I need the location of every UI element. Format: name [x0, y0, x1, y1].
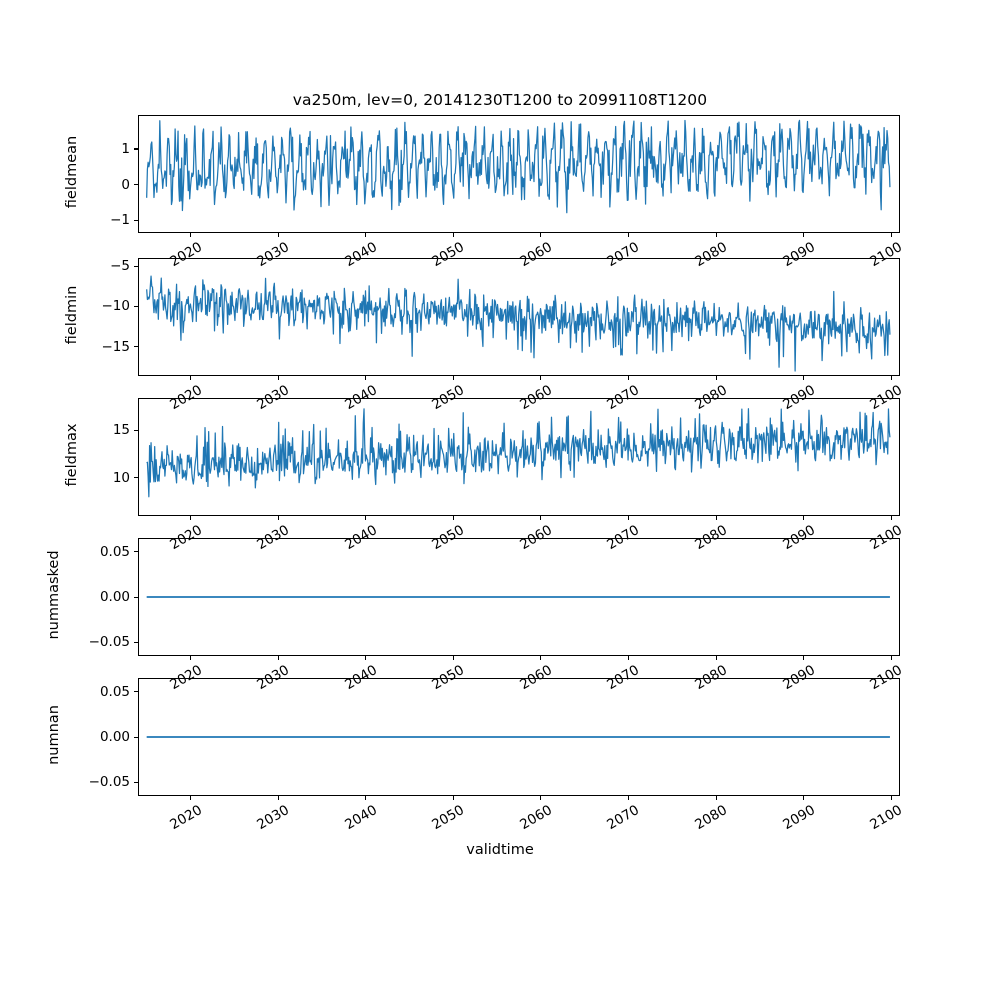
- y-axis-label-fieldmax: fieldmax: [64, 423, 80, 487]
- y-tick-label: −5: [110, 258, 130, 275]
- y-tick-mark: [134, 736, 138, 738]
- subplot-nummasked: −0.05 0.00 0.05 2020 2030 2040 2050 2060 2070 208…: [46, 538, 905, 693]
- x-tick-mark: [627, 516, 630, 520]
- y-tick-label: 0.00: [99, 729, 130, 745]
- y-tick-label: 0.05: [99, 683, 130, 700]
- y-tick-label: −1: [110, 212, 130, 229]
- subplot-fieldmean: −1 0 1 2020 2030 2040 2050 2060 2070 2080 2090 2100…: [64, 115, 905, 270]
- x-axis-label: validtime: [466, 842, 534, 858]
- axes-frame-fieldmean: [138, 115, 900, 233]
- y-tick-mark: [134, 596, 138, 598]
- x-tick-mark: [277, 796, 279, 800]
- x-tick-mark: [890, 233, 892, 237]
- series-fieldmin: [146, 275, 891, 372]
- x-tick-mark: [277, 656, 279, 660]
- x-tick-mark: [540, 796, 542, 800]
- x-tick-mark: [190, 233, 192, 237]
- y-tick-mark: [134, 219, 138, 222]
- y-tick-mark: [134, 346, 138, 348]
- x-tick-mark: [627, 656, 630, 660]
- x-tick-mark: [627, 376, 630, 380]
- x-tick-mark: [890, 376, 892, 380]
- x-tick-mark: [803, 796, 805, 800]
- x-tick-mark: [803, 656, 805, 660]
- x-tick-mark: [540, 233, 542, 237]
- y-tick-mark: [134, 641, 138, 643]
- y-tick-mark: [134, 781, 138, 783]
- y-tick-mark: [134, 184, 138, 186]
- axes-frame-numnan: [138, 678, 900, 796]
- x-tick-mark: [365, 796, 367, 800]
- x-tick-mark: [540, 656, 542, 660]
- x-tick-mark: [277, 516, 279, 520]
- x-tick-mark: [803, 233, 805, 237]
- y-tick-mark: [134, 691, 138, 693]
- y-tick-label: −0.05: [88, 634, 130, 651]
- data-line: [146, 275, 891, 372]
- x-tick-mark: [365, 516, 367, 520]
- x-tick-mark: [540, 516, 542, 520]
- y-tick-label: 15: [112, 422, 130, 439]
- x-tick-mark: [190, 796, 192, 800]
- y-tick-label: 1: [121, 140, 130, 157]
- x-tick-mark: [715, 796, 717, 800]
- x-tick-mark: [540, 376, 542, 380]
- x-tick-mark: [715, 516, 717, 520]
- x-tick-mark: [365, 656, 367, 660]
- x-tick-mark: [715, 233, 717, 237]
- y-tick-mark: [134, 265, 138, 267]
- data-line: [146, 408, 891, 498]
- y-tick-label: −0.05: [88, 774, 130, 791]
- subplot-fieldmax: 10 15 2020 2030 2040 2050 2060 2070 2080 2090 2100…: [64, 398, 905, 553]
- y-tick-mark: [134, 148, 138, 150]
- x-tick-mark: [365, 376, 367, 380]
- series-nummasked: [146, 596, 891, 598]
- y-tick-mark: [134, 551, 138, 553]
- y-tick-label: −15: [101, 338, 131, 355]
- x-tick-mark: [627, 233, 630, 237]
- x-tick-mark: [715, 656, 717, 660]
- series-numnan: [146, 736, 891, 738]
- x-tick-mark: [803, 516, 805, 520]
- axes-frame-fieldmin: [138, 258, 900, 376]
- subplot-numnan: −0.05 0.00 0.05 2020 2030 2040 2050 2060 2070 208…: [46, 678, 905, 833]
- axes-frame-nummasked: [138, 538, 900, 656]
- x-tick-mark: [190, 376, 192, 380]
- y-tick-label: 10: [112, 469, 130, 486]
- subplot-fieldmin: −15 −10 −5 2020 2030 2040 2050 2060 2070 2080 2090…: [64, 258, 905, 413]
- y-tick-label: 0: [121, 176, 130, 193]
- y-axis-label-numnan: numnan: [46, 705, 62, 765]
- x-tick-mark: [190, 516, 192, 520]
- x-tick-mark: [452, 376, 454, 380]
- data-line: [146, 119, 891, 214]
- y-tick-mark: [134, 305, 138, 308]
- x-tick-mark: [277, 376, 279, 380]
- x-tick-mark: [452, 796, 454, 800]
- x-tick-mark: [890, 656, 892, 660]
- figure-title: va250m, lev=0, 20141230T1200 to 20991108…: [292, 91, 708, 109]
- x-tick-mark: [890, 796, 892, 800]
- y-tick-label: −10: [101, 298, 131, 315]
- y-tick-mark: [134, 477, 138, 479]
- x-tick-mark: [890, 516, 892, 520]
- series-fieldmax: [146, 408, 891, 498]
- x-tick-mark: [452, 656, 454, 660]
- x-tick-mark: [277, 233, 279, 237]
- x-tick-mark: [803, 376, 805, 380]
- y-tick-mark: [134, 429, 138, 431]
- series-fieldmean: [146, 119, 891, 214]
- y-tick-label: 0.05: [99, 543, 130, 560]
- x-tick-mark: [627, 796, 630, 800]
- y-tick-label: 0.00: [99, 589, 130, 605]
- x-tick-mark: [715, 376, 717, 380]
- x-tick-mark: [190, 656, 192, 660]
- x-tick-mark: [452, 516, 454, 520]
- axes-frame-fieldmax: [138, 398, 900, 516]
- x-tick-mark: [452, 233, 454, 237]
- x-tick-mark: [365, 233, 367, 237]
